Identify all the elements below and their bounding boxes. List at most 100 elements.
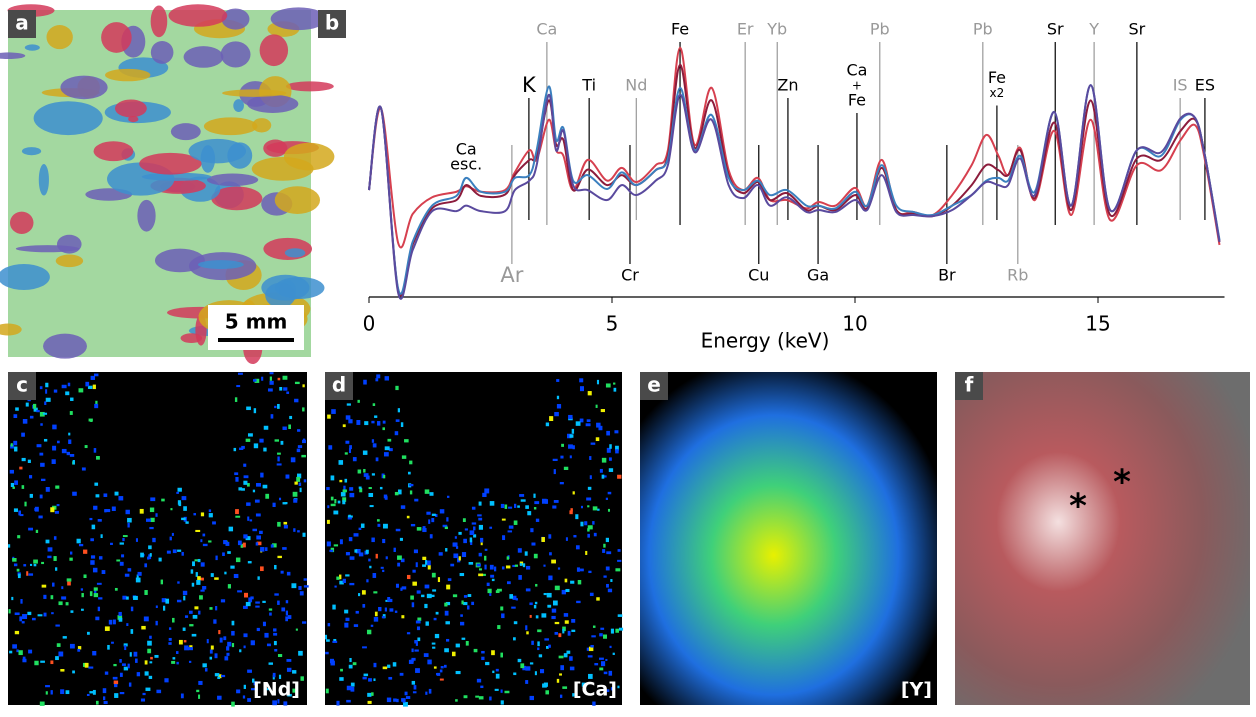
speckle <box>112 619 116 625</box>
speckle <box>107 644 110 650</box>
speckle <box>444 648 449 653</box>
speckle <box>52 424 57 430</box>
speckle <box>513 621 518 625</box>
speckle <box>266 688 271 691</box>
speckle <box>540 669 545 674</box>
speckle <box>386 697 392 703</box>
speckle <box>407 471 411 475</box>
speckle <box>373 591 378 594</box>
speckle <box>112 676 118 680</box>
speckle <box>452 594 458 598</box>
speckle <box>97 606 101 612</box>
speckle <box>144 590 148 595</box>
speckle <box>549 416 554 422</box>
speckle <box>90 375 96 380</box>
speckle <box>282 502 287 505</box>
speckle <box>123 666 129 671</box>
speckle <box>607 588 613 593</box>
speckle <box>260 472 264 478</box>
speckle <box>358 552 364 557</box>
speckle <box>299 591 304 596</box>
speckle <box>586 419 591 422</box>
speckle <box>184 615 189 618</box>
speckle <box>297 429 301 432</box>
speckle <box>501 566 505 570</box>
speckle <box>189 610 193 614</box>
speckle <box>451 651 456 657</box>
speckle <box>404 691 408 696</box>
element-label: Ca <box>536 20 557 39</box>
speckle <box>103 493 108 497</box>
speckle <box>301 454 306 458</box>
speckle <box>237 372 243 375</box>
x-tick-label: 10 <box>842 312 867 336</box>
speckle <box>235 515 241 518</box>
speckle <box>362 450 368 455</box>
speckle <box>144 671 149 676</box>
speckle <box>345 415 351 420</box>
speckle <box>476 563 481 567</box>
speckle <box>20 599 23 604</box>
speckle <box>453 553 459 559</box>
speckle <box>302 438 306 443</box>
speckle <box>586 647 591 651</box>
speckle <box>191 633 197 637</box>
speckle <box>554 631 558 635</box>
speckle <box>55 567 58 571</box>
speckle <box>272 502 276 508</box>
speckle <box>371 537 375 543</box>
speckle <box>220 599 226 603</box>
speckle <box>606 551 612 555</box>
speckle <box>395 419 400 422</box>
speckle <box>9 650 13 654</box>
speckle <box>508 525 514 529</box>
speckle <box>227 584 231 589</box>
speckle <box>533 604 537 609</box>
speckle <box>200 577 204 581</box>
panel-label: d <box>332 373 346 397</box>
speckle <box>556 379 560 382</box>
phase-blob <box>60 75 108 100</box>
speckle <box>394 431 399 436</box>
speckle <box>50 690 53 695</box>
speckle <box>339 580 344 585</box>
speckle <box>410 523 416 527</box>
speckle <box>346 685 352 691</box>
speckle <box>196 579 201 585</box>
speckle <box>610 579 613 582</box>
speckle <box>40 462 45 467</box>
speckle <box>252 678 255 683</box>
speckle <box>605 658 608 661</box>
speckle <box>130 629 134 634</box>
speckle <box>43 612 47 617</box>
speckle <box>409 490 413 495</box>
speckle <box>363 473 369 477</box>
marker: * <box>1069 487 1087 527</box>
speckle <box>585 423 591 427</box>
speckle <box>268 608 273 611</box>
speckle <box>517 658 522 663</box>
phase-blob <box>222 89 287 97</box>
speckle <box>426 560 431 566</box>
phase-blob <box>128 116 139 123</box>
speckle <box>140 698 146 702</box>
speckle <box>548 575 553 581</box>
speckle <box>546 646 549 649</box>
speckle <box>508 506 513 509</box>
x-tick-label: 5 <box>606 312 619 336</box>
speckle <box>369 565 372 569</box>
speckle <box>72 670 75 674</box>
speckle <box>455 643 460 648</box>
speckle <box>181 551 184 556</box>
speckle <box>529 614 532 618</box>
speckle <box>425 560 428 565</box>
speckle <box>145 687 151 691</box>
speckle <box>62 636 67 639</box>
speckle <box>256 541 262 546</box>
speckle <box>326 639 330 642</box>
speckle <box>608 468 614 472</box>
speckle <box>446 517 449 522</box>
speckle <box>344 478 348 483</box>
speckle <box>345 574 350 577</box>
speckle <box>344 609 349 614</box>
